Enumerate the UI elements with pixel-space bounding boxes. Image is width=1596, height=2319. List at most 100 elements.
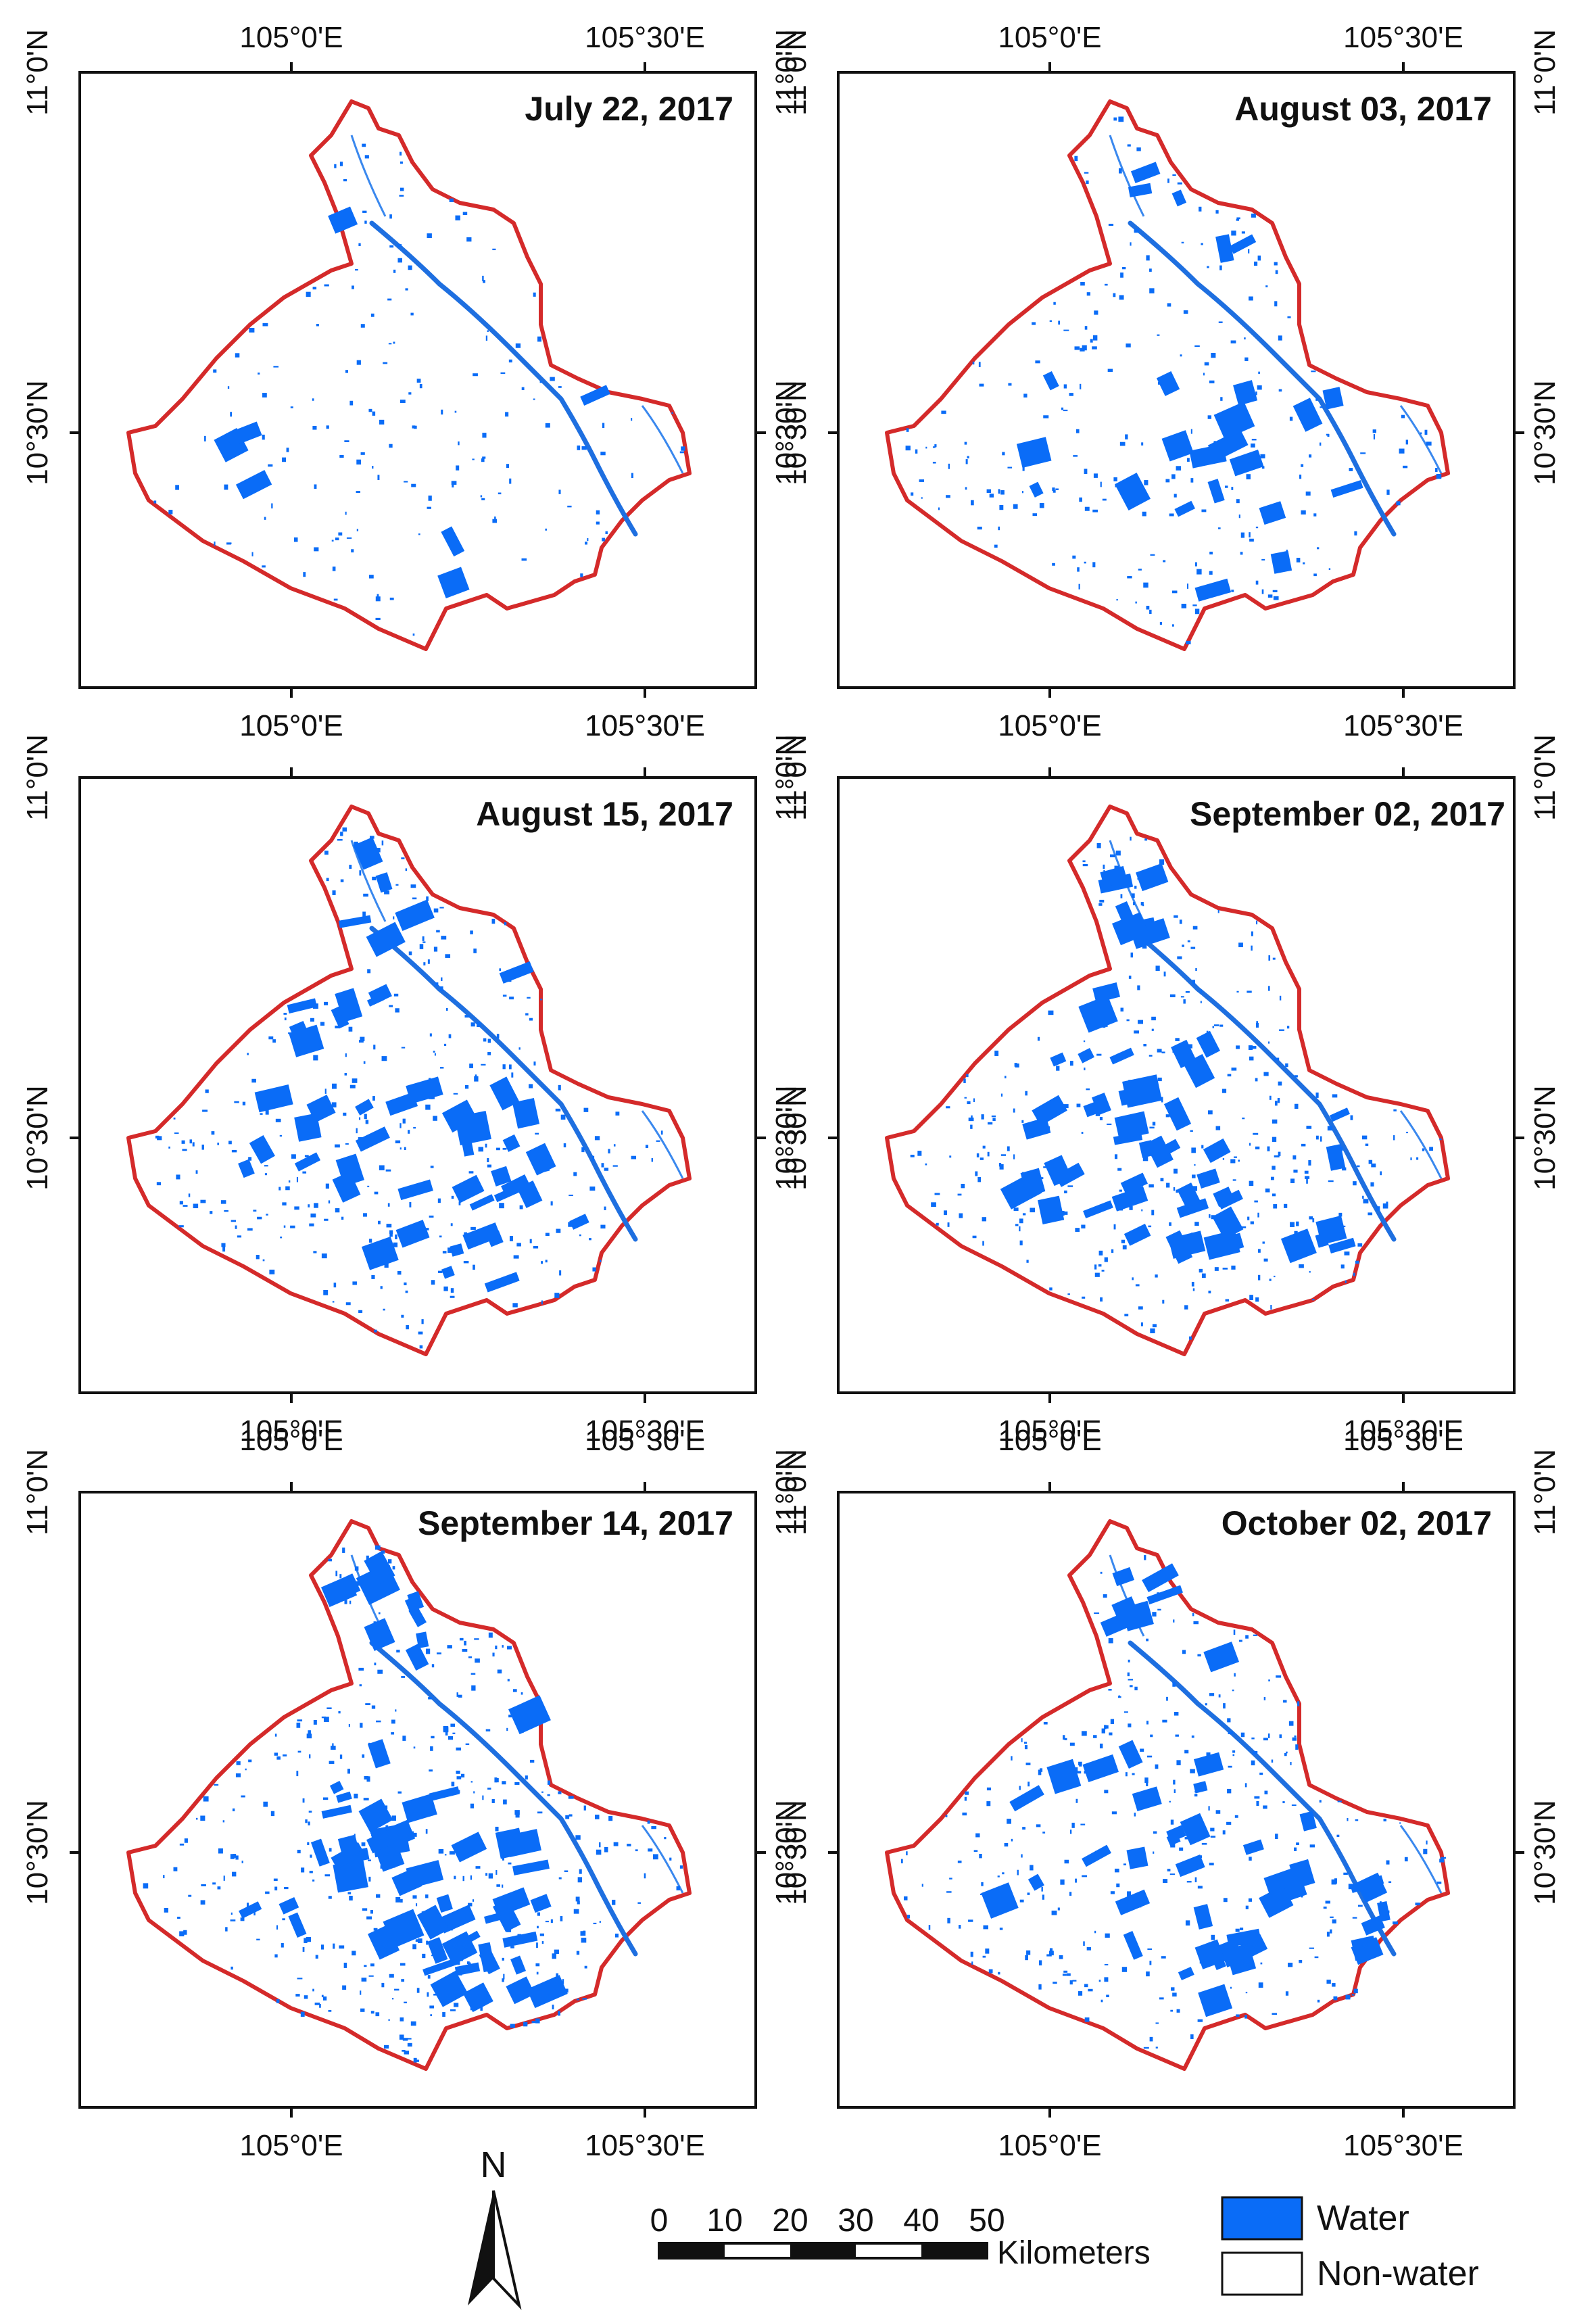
water-speck bbox=[1019, 1899, 1024, 1903]
water-speck bbox=[283, 1013, 287, 1015]
water-speck bbox=[1190, 2034, 1194, 2040]
water-speck bbox=[377, 594, 379, 600]
water-speck bbox=[499, 1203, 504, 1209]
water-speck bbox=[404, 481, 408, 483]
water-speck bbox=[468, 1962, 471, 1966]
water-speck bbox=[671, 412, 673, 414]
water-speck bbox=[488, 1873, 493, 1879]
water-speck bbox=[1268, 986, 1270, 991]
lon-label-top-left: 105°0'E bbox=[239, 709, 343, 742]
water-speck bbox=[600, 452, 606, 456]
water-speck bbox=[410, 312, 414, 316]
water-speck bbox=[1286, 1751, 1288, 1754]
water-speck bbox=[157, 1136, 162, 1141]
water-speck bbox=[508, 1862, 512, 1865]
water-speck bbox=[521, 1692, 523, 1695]
water-speck bbox=[1263, 1805, 1267, 1809]
water-speck bbox=[396, 1650, 400, 1653]
water-speck bbox=[1167, 178, 1169, 183]
water-speck bbox=[596, 521, 600, 525]
water-speck bbox=[1297, 1701, 1300, 1706]
water-speck bbox=[351, 549, 354, 553]
flooded-field bbox=[1161, 430, 1194, 462]
water-speck bbox=[1157, 1608, 1161, 1611]
water-speck bbox=[1309, 1844, 1315, 1848]
water-speck bbox=[1166, 1182, 1170, 1188]
flooded-field bbox=[402, 1794, 437, 1823]
water-speck bbox=[1082, 863, 1088, 867]
water-speck bbox=[1106, 1994, 1109, 1998]
water-speck bbox=[354, 1581, 360, 1586]
panel-date: September 02, 2017 bbox=[1190, 795, 1505, 833]
water-speck bbox=[395, 1709, 397, 1712]
water-speck bbox=[1150, 554, 1155, 556]
water-speck bbox=[925, 1163, 927, 1166]
water-speck bbox=[1069, 1742, 1075, 1746]
water-speck bbox=[1226, 1821, 1232, 1825]
water-speck bbox=[1183, 999, 1186, 1004]
water-speck bbox=[418, 533, 420, 535]
water-speck bbox=[335, 1571, 338, 1577]
water-speck bbox=[1080, 282, 1085, 286]
flooded-field bbox=[505, 1829, 541, 1857]
water-speck bbox=[599, 1921, 601, 1923]
flooded-field bbox=[1207, 479, 1225, 504]
water-speck bbox=[1051, 1910, 1057, 1915]
water-speck bbox=[321, 1253, 327, 1259]
water-speck bbox=[1037, 1036, 1040, 1041]
water-speck bbox=[427, 959, 430, 964]
water-speck bbox=[1308, 1160, 1311, 1166]
water-speck bbox=[1155, 1274, 1158, 1278]
water-speck bbox=[1114, 1154, 1118, 1160]
water-speck bbox=[972, 1235, 977, 1239]
water-speck bbox=[1149, 1126, 1155, 1129]
water-speck bbox=[1209, 380, 1215, 383]
water-speck bbox=[1153, 1831, 1157, 1834]
water-speck bbox=[359, 870, 362, 876]
water-speck bbox=[1063, 1104, 1069, 1109]
water-speck bbox=[356, 491, 361, 494]
water-speck bbox=[545, 1260, 548, 1263]
water-speck bbox=[437, 1270, 443, 1273]
water-speck bbox=[365, 1120, 369, 1124]
water-speck bbox=[1258, 1982, 1263, 1988]
water-speck bbox=[218, 1848, 223, 1854]
water-speck bbox=[1026, 1260, 1029, 1263]
water-speck bbox=[1192, 1288, 1195, 1291]
water-speck bbox=[1209, 551, 1213, 555]
flooded-field bbox=[1198, 1984, 1233, 2017]
lat-label-left-mid: 10°30'N bbox=[21, 1085, 54, 1191]
water-speck bbox=[324, 1874, 331, 1877]
water-speck bbox=[464, 1084, 469, 1089]
flooded-field bbox=[1225, 1942, 1257, 1976]
water-speck bbox=[1347, 1818, 1349, 1821]
water-speck bbox=[374, 1329, 377, 1333]
water-speck bbox=[248, 1157, 252, 1161]
water-speck bbox=[593, 1922, 597, 1925]
water-speck bbox=[1194, 1222, 1199, 1226]
water-speck bbox=[304, 1995, 308, 1999]
water-speck bbox=[1209, 1863, 1214, 1866]
water-speck bbox=[426, 1940, 429, 1945]
water-speck bbox=[439, 1235, 442, 1238]
water-speck bbox=[349, 1084, 356, 1089]
water-speck bbox=[1008, 383, 1012, 386]
flooded-field bbox=[235, 470, 272, 500]
water-speck bbox=[425, 1228, 429, 1230]
flooded-field bbox=[1032, 1095, 1067, 1126]
water-speck bbox=[1099, 1743, 1103, 1748]
water-speck bbox=[241, 1795, 245, 1798]
flooded-field bbox=[1361, 1915, 1385, 1936]
water-speck bbox=[329, 1761, 335, 1764]
water-speck bbox=[362, 143, 366, 147]
water-speck bbox=[179, 1843, 185, 1846]
water-speck bbox=[368, 1876, 371, 1882]
water-speck bbox=[537, 1811, 543, 1814]
water-speck bbox=[345, 1143, 349, 1145]
water-speck bbox=[1159, 859, 1165, 865]
water-speck bbox=[1102, 498, 1107, 501]
water-speck bbox=[982, 1145, 986, 1149]
water-speck bbox=[445, 1007, 448, 1011]
water-speck bbox=[473, 373, 478, 377]
water-speck bbox=[1103, 1594, 1107, 1598]
